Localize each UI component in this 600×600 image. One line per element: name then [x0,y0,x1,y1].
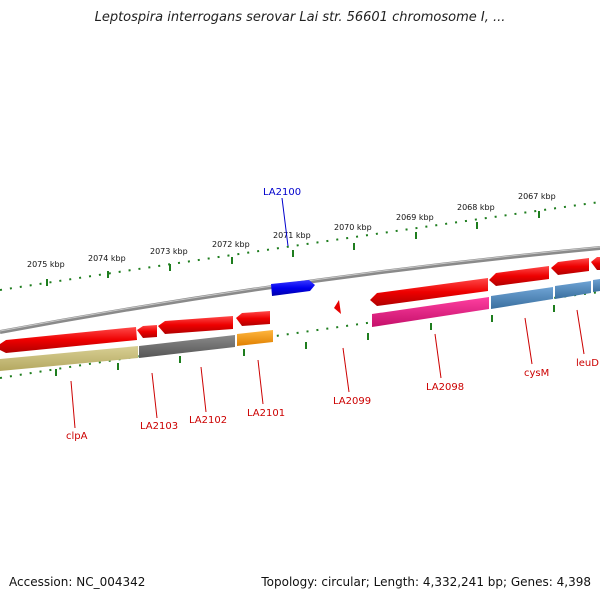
kbp-label: 2071 kbp [273,231,311,240]
major-ticks [46,211,540,286]
kbp-label: 2072 kbp [212,240,250,249]
leader-lines [70,309,585,429]
kbp-label: 2070 kbp [334,223,372,232]
label-cysM[interactable]: cysM [524,368,549,379]
label-LA2098[interactable]: LA2098 [426,382,464,393]
kbp-label: 2068 kbp [457,203,495,212]
label-LA2103[interactable]: LA2103 [140,421,178,432]
accession-text: Accession: NC_004342 [9,575,146,589]
label-LA2102[interactable]: LA2102 [189,415,227,426]
kbp-label: 2074 kbp [88,254,126,263]
topology-summary: Topology: circular; Length: 4,332,241 bp… [261,575,591,589]
cog-bands [0,279,600,371]
label-leuD[interactable]: leuD [576,358,599,369]
map-title: Leptospira interrogans serovar Lai str. … [94,10,506,25]
leader-LA2100 [281,197,289,247]
kbp-label: 2069 kbp [396,213,434,222]
kbp-label: 2073 kbp [150,247,188,256]
label-clpA[interactable]: clpA [66,431,88,442]
kbp-labels: 2075 kbp 2074 kbp 2073 kbp 2072 kbp 2071… [27,192,556,269]
label-LA2099[interactable]: LA2099 [333,396,371,407]
gene-LA2100[interactable] [271,280,315,296]
label-LA2100[interactable]: LA2100 [263,187,301,198]
kbp-label: 2075 kbp [27,260,65,269]
kbp-label: 2067 kbp [518,192,556,201]
kbp-ruler-upper [0,201,600,291]
gene-arrows-red[interactable] [0,257,600,353]
major-ticks-lower [55,305,555,376]
label-LA2101[interactable]: LA2101 [247,408,285,419]
bottom-gene-labels: clpA LA2103 LA2102 LA2101 LA2099 LA2098 … [66,358,599,442]
